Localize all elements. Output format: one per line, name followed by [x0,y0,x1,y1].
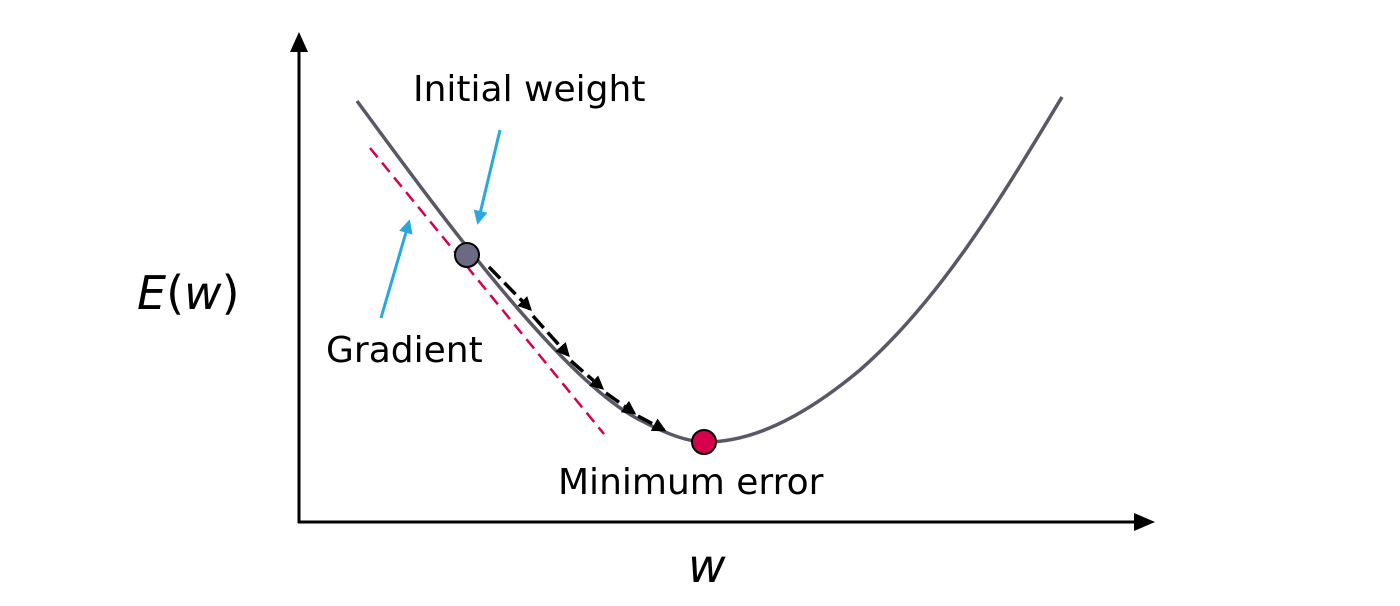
step-arrow [569,359,605,390]
step-arrow [487,265,532,312]
y-axis-var: w [184,266,222,320]
step-arrow [604,391,637,415]
error-curve [355,96,1064,444]
y-axis-open-paren: ( [166,266,184,320]
minimum-error-label: Minimum error [558,462,824,503]
step-arrow [637,414,667,432]
y-axis-fn: E [137,266,166,320]
step-arrow [531,314,570,358]
initial-weight-pointer-arrow [473,129,502,225]
y-axis-arrowhead [290,32,308,52]
initial-weight-point [454,242,480,268]
minimum-error-point [691,429,717,455]
axes [290,32,1155,531]
descent-steps [487,265,667,432]
x-axis-label: w [688,539,726,593]
gradient-label: Gradient [326,330,483,371]
initial-weight-label: Initial weight [413,69,645,110]
x-axis-arrowhead [1134,513,1155,531]
y-axis-label: E(w) [137,266,240,320]
gradient-tangent-line [369,147,605,435]
gradient-pointer-arrow [379,219,413,319]
y-axis-close-paren: ) [222,266,240,320]
